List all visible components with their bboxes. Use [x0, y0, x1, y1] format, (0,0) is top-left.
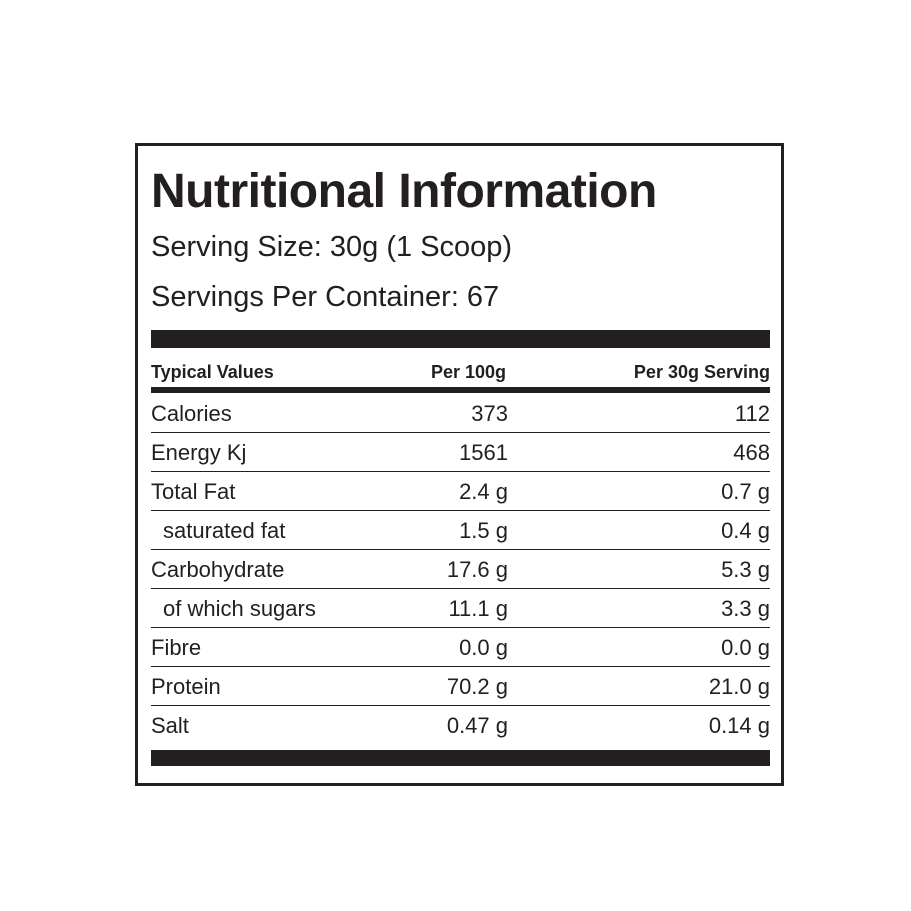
- table-row: Total Fat 2.4 g 0.7 g: [151, 472, 770, 511]
- nutrient-value: 0.47 g: [446, 713, 508, 738]
- table-row: Carbohydrate 17.6 g 5.3 g: [151, 550, 770, 589]
- nutrient-value: 0.4 g: [721, 518, 770, 543]
- serving-size: Serving Size: 30g (1 Scoop): [151, 231, 513, 263]
- nutrient-name: Total Fat: [151, 479, 236, 504]
- title: Nutritional Information: [151, 165, 657, 218]
- nutrient-name: Fibre: [151, 635, 202, 660]
- nutrient-value: 2.4 g: [459, 479, 508, 504]
- nutrient-value: 0.0 g: [721, 635, 770, 660]
- table-row: Fibre 0.0 g 0.0 g: [151, 628, 770, 667]
- nutrient-value: 70.2 g: [446, 674, 508, 699]
- nutrition-label: Nutritional Information Serving Size: 30…: [135, 143, 784, 786]
- nutrient-name: Energy Kj: [151, 440, 247, 465]
- header-cell: Per 30g Serving: [633, 362, 770, 382]
- table-row: Calories 373 112: [151, 394, 770, 433]
- nutrient-value: 21.0 g: [708, 674, 770, 699]
- nutrient-value: 1561: [459, 440, 508, 465]
- servings-per-container: Servings Per Container: 67: [151, 281, 500, 313]
- nutrient-name: of which sugars: [163, 596, 316, 621]
- divider-bar: [151, 330, 770, 348]
- nutrient-value: 0.0 g: [459, 635, 508, 660]
- nutrient-value: 11.1 g: [448, 596, 508, 621]
- nutrient-value: 0.7 g: [721, 479, 770, 504]
- divider-bar: [151, 387, 770, 393]
- nutrient-value: 17.6 g: [446, 557, 508, 582]
- nutrient-value: 0.14 g: [708, 713, 770, 738]
- nutrient-name: Carbohydrate: [151, 557, 285, 582]
- table-row: of which sugars 11.1 g 3.3 g: [151, 589, 770, 628]
- nutrient-value: 3.3 g: [721, 596, 770, 621]
- nutrient-value: 468: [733, 440, 770, 465]
- header-cell: Per 100g: [430, 362, 506, 382]
- table-row: saturated fat 1.5 g 0.4 g: [151, 511, 770, 550]
- nutrient-name: Salt: [151, 713, 189, 738]
- nutrient-value: 112: [734, 401, 770, 426]
- nutrient-value: 373: [471, 401, 508, 426]
- nutrient-name: Calories: [151, 401, 232, 426]
- header-cell: Typical Values: [151, 362, 274, 382]
- table-row: Salt 0.47 g 0.14 g: [151, 706, 770, 745]
- nutrient-value: 1.5 g: [459, 518, 508, 543]
- table-header: Typical Values Per 100g Per 30g Serving: [151, 351, 770, 390]
- nutrient-name: Protein: [151, 674, 221, 699]
- table-row: Protein 70.2 g 21.0 g: [151, 667, 770, 706]
- table-row: Energy Kj 1561 468: [151, 433, 770, 472]
- nutrient-name: saturated fat: [163, 518, 286, 543]
- divider-bar: [151, 750, 770, 766]
- nutrient-value: 5.3 g: [721, 557, 770, 582]
